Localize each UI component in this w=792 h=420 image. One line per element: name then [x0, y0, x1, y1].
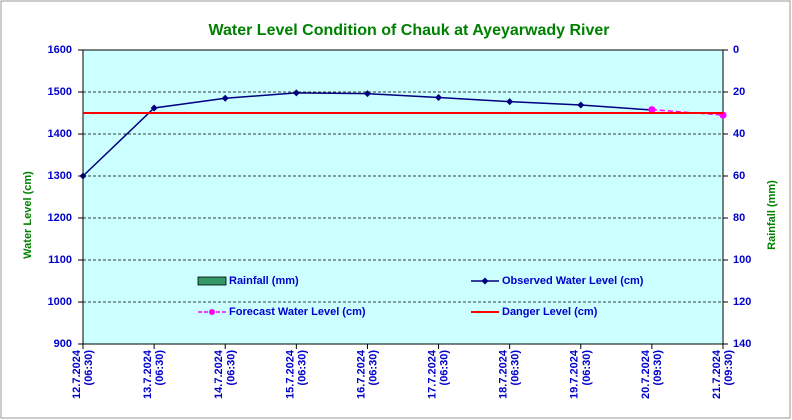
x-tick-label: 15.7.2024(06:30): [284, 349, 308, 399]
y2-tick-label: 120: [733, 296, 751, 308]
y-tick-label: 1400: [48, 128, 72, 140]
y2-tick-label: 60: [733, 170, 745, 182]
legend-label: Observed Water Level (cm): [502, 275, 644, 287]
x-tick-label: 18.7.2024(06:30): [498, 349, 522, 399]
x-tick-label: 14.7.2024(06:30): [213, 349, 237, 399]
legend-label: Danger Level (cm): [502, 306, 598, 318]
x-tick-label: 16.7.2024(06:30): [355, 349, 379, 399]
legend-marker: [481, 277, 489, 285]
x-tick-label: 19.7.2024(06:30): [569, 349, 593, 399]
point: [577, 101, 585, 109]
y-tick-label: 1200: [48, 212, 72, 224]
chart-title: Water Level Condition of Chauk at Ayeyar…: [209, 22, 610, 39]
point: [150, 104, 158, 112]
x-tick-label: 20.7.2024(09:30): [640, 349, 664, 399]
y-tick-label: 1000: [48, 296, 72, 308]
y-tick-label: 1500: [48, 86, 72, 98]
x-tick-label: 17.7.2024(06:30): [426, 349, 450, 399]
legend-label: Forecast Water Level (cm): [229, 306, 366, 318]
point: [221, 94, 229, 102]
point: [292, 89, 300, 97]
y2-tick-label: 0: [733, 44, 739, 56]
y2-axis-label: Rainfall (mm): [766, 180, 778, 250]
y-tick-label: 1300: [48, 170, 72, 182]
y2-tick-label: 140: [733, 338, 751, 350]
y-tick-label: 1100: [48, 254, 72, 266]
point: [506, 98, 514, 106]
y2-tick-label: 100: [733, 254, 751, 266]
y2-tick-label: 20: [733, 86, 745, 98]
y2-tick-label: 40: [733, 128, 745, 140]
point: [648, 106, 656, 114]
legend-marker: [209, 309, 215, 315]
legend-swatch: [197, 276, 227, 286]
y2-tick-label: 80: [733, 212, 745, 224]
point: [435, 93, 443, 101]
y-tick-label: 900: [54, 338, 72, 350]
legend-label: Rainfall (mm): [229, 275, 299, 287]
y-axis-label: Water Level (cm): [22, 171, 34, 259]
x-tick-label: 13.7.2024(06:30): [142, 349, 166, 399]
plot-area: [82, 49, 724, 345]
y-tick-label: 1600: [48, 44, 72, 56]
x-tick-label: 21.7.2024(09:30): [711, 349, 735, 399]
x-tick-label: 12.7.2024(06:30): [71, 349, 95, 399]
